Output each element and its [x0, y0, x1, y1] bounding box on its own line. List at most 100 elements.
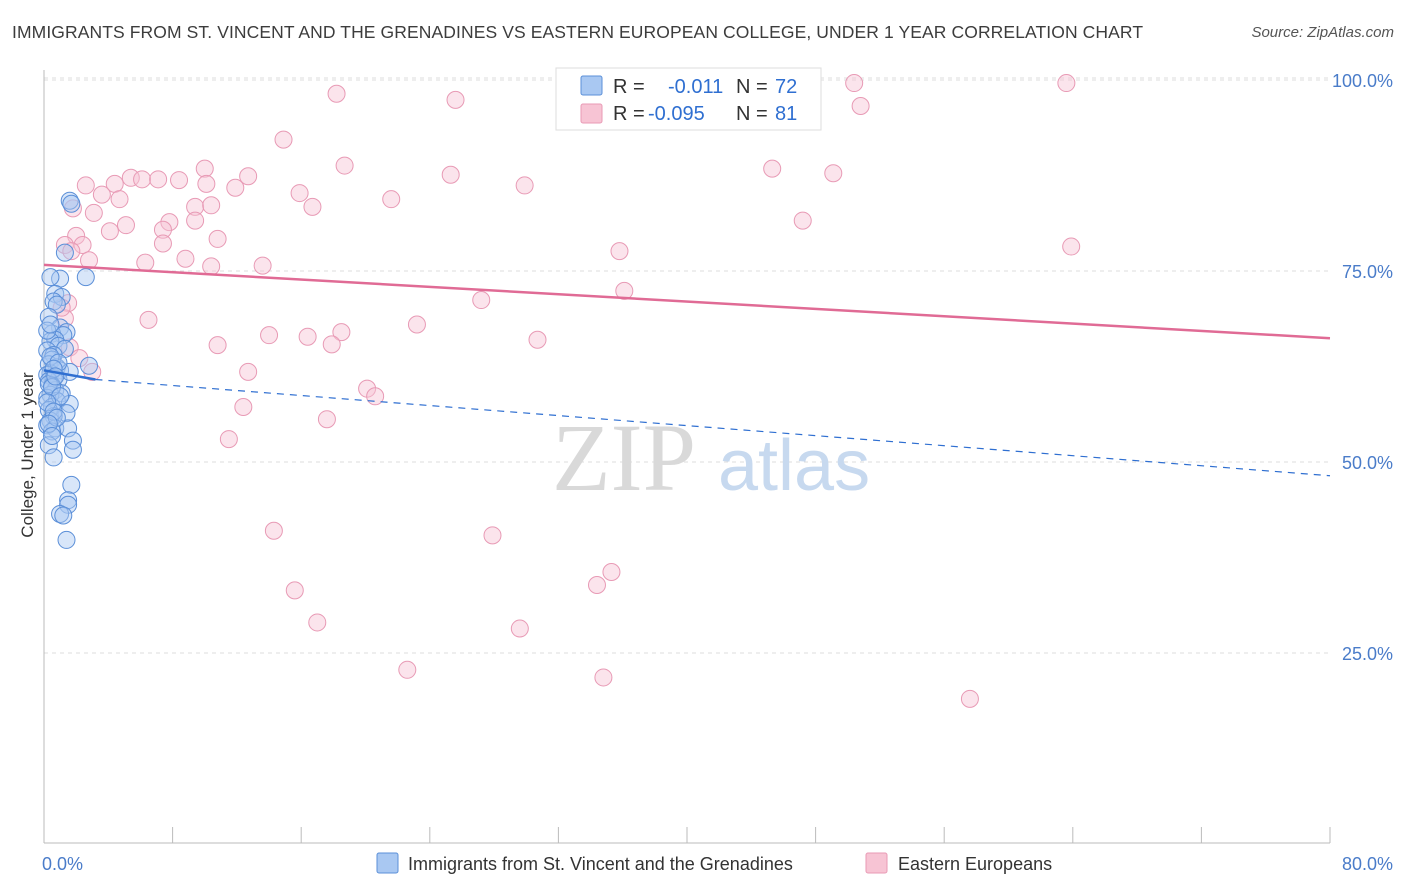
data-point-eastern-europeans — [136, 253, 155, 272]
data-point-eastern-europeans — [510, 619, 529, 638]
data-point-st-vincent — [43, 427, 62, 446]
trend-line-eastern-europeans — [43, 263, 1331, 340]
data-point-eastern-europeans — [587, 576, 606, 595]
data-point-eastern-europeans — [335, 156, 354, 175]
data-point-eastern-europeans — [290, 184, 309, 203]
data-point-st-vincent — [62, 194, 81, 213]
data-point-st-vincent — [76, 268, 95, 287]
data-point-st-vincent — [44, 448, 63, 467]
data-point-eastern-europeans — [226, 178, 245, 197]
data-point-eastern-europeans — [176, 249, 195, 268]
trend-line-st-vincent-dashed — [95, 378, 1331, 477]
data-point-eastern-europeans — [274, 130, 293, 149]
data-point-eastern-europeans — [202, 257, 221, 276]
legend-swatch-eastern-europeans — [865, 852, 888, 874]
stats-box: R = -0.011 N = 72 R = -0.095 N = 81 — [555, 67, 822, 131]
data-point-st-vincent — [41, 315, 60, 334]
gridlines — [44, 77, 1330, 654]
series-eastern-europeans — [52, 74, 1081, 708]
data-point-eastern-europeans — [303, 197, 322, 216]
data-point-eastern-europeans — [446, 90, 465, 109]
x-tick-label-max: 80.0% — [1342, 854, 1393, 874]
data-point-eastern-europeans — [219, 430, 238, 449]
data-point-eastern-europeans — [615, 281, 634, 300]
data-point-eastern-europeans — [202, 196, 221, 215]
data-point-eastern-europeans — [239, 362, 258, 381]
data-point-eastern-europeans — [483, 526, 502, 545]
data-point-eastern-europeans — [610, 242, 629, 261]
data-point-eastern-europeans — [186, 211, 205, 230]
y-tick-label: 25.0% — [1342, 644, 1393, 664]
stats-blue-r-label: R = — [613, 76, 645, 98]
data-point-eastern-europeans — [515, 176, 534, 195]
data-point-eastern-europeans — [133, 170, 152, 189]
watermark-zip: ZIP — [552, 404, 696, 511]
data-point-st-vincent — [49, 353, 68, 372]
data-point-st-vincent — [80, 356, 99, 375]
data-point-eastern-europeans — [317, 410, 336, 429]
stats-pink-n-value: 81 — [775, 103, 797, 125]
stats-blue-r-value: -0.011 — [668, 76, 723, 98]
data-point-eastern-europeans — [76, 176, 95, 195]
data-point-eastern-europeans — [1062, 237, 1081, 256]
chart-title: IMMIGRANTS FROM ST. VINCENT AND THE GREN… — [12, 22, 1144, 42]
data-point-eastern-europeans — [1057, 74, 1076, 93]
data-point-eastern-europeans — [407, 315, 426, 334]
data-point-eastern-europeans — [139, 310, 158, 329]
trend-line-st-vincent — [43, 369, 96, 381]
data-point-eastern-europeans — [285, 581, 304, 600]
data-point-eastern-europeans — [793, 211, 812, 230]
data-point-eastern-europeans — [824, 164, 843, 183]
legend: Immigrants from St. Vincent and the Gren… — [376, 852, 1052, 874]
data-point-eastern-europeans — [121, 168, 140, 187]
data-point-eastern-europeans — [260, 326, 279, 345]
stats-blue-n-value: 72 — [775, 76, 797, 98]
data-point-eastern-europeans — [195, 159, 214, 178]
data-point-eastern-europeans — [239, 167, 258, 186]
data-point-eastern-europeans — [153, 220, 172, 239]
data-point-st-vincent — [54, 506, 73, 525]
data-point-eastern-europeans — [116, 216, 135, 235]
data-point-eastern-europeans — [308, 613, 327, 632]
data-point-st-vincent — [55, 243, 74, 262]
data-point-eastern-europeans — [160, 213, 179, 232]
data-point-eastern-europeans — [602, 563, 621, 582]
data-point-eastern-europeans — [398, 660, 417, 679]
data-point-eastern-europeans — [84, 203, 103, 222]
y-tick-label: 100.0% — [1332, 71, 1393, 91]
y-tick-label: 50.0% — [1342, 453, 1393, 473]
data-point-eastern-europeans — [208, 336, 227, 355]
legend-swatch-st-vincent — [376, 852, 399, 874]
watermark-atlas: atlas — [718, 426, 870, 506]
legend-label-st-vincent: Immigrants from St. Vincent and the Gren… — [408, 854, 793, 874]
data-point-eastern-europeans — [472, 291, 491, 310]
axes — [43, 70, 1331, 844]
data-point-eastern-europeans — [149, 170, 168, 189]
stats-pink-r-value: -0.095 — [648, 103, 705, 125]
data-point-eastern-europeans — [234, 397, 253, 416]
watermark: ZIP atlas — [552, 404, 870, 511]
data-point-eastern-europeans — [441, 165, 460, 184]
trend-lines — [43, 263, 1331, 477]
data-point-eastern-europeans — [70, 349, 89, 368]
x-tick-label-min: 0.0% — [42, 854, 83, 874]
data-point-st-vincent — [38, 393, 57, 412]
stats-swatch-blue — [580, 75, 603, 96]
data-point-eastern-europeans — [153, 234, 172, 253]
data-point-eastern-europeans — [851, 96, 870, 115]
stats-pink-r-label: R = — [613, 103, 645, 125]
data-point-st-vincent — [62, 475, 81, 494]
data-point-eastern-europeans — [960, 689, 979, 708]
data-point-eastern-europeans — [382, 190, 401, 209]
y-axis-title: College, Under 1 year — [18, 372, 37, 538]
data-point-eastern-europeans — [528, 330, 547, 349]
data-point-st-vincent — [63, 440, 82, 459]
data-point-st-vincent — [63, 431, 82, 450]
stats-pink-n-label: N = — [736, 103, 768, 125]
legend-label-eastern-europeans: Eastern Europeans — [898, 854, 1052, 874]
data-point-eastern-europeans — [73, 236, 92, 255]
data-point-eastern-europeans — [298, 327, 317, 346]
data-point-eastern-europeans — [92, 185, 111, 204]
data-point-st-vincent — [41, 268, 60, 287]
